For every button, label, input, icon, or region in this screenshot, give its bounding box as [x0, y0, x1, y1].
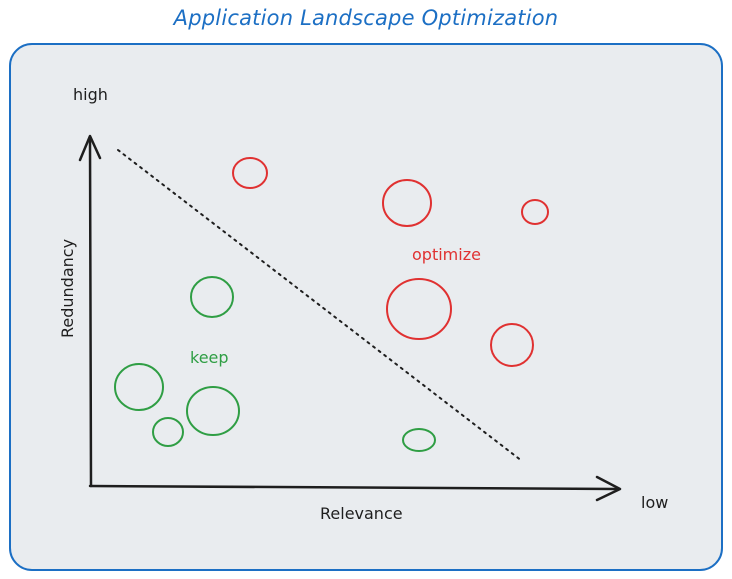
app-circle: [521, 199, 549, 225]
optimize-zone-label: optimize: [412, 245, 481, 264]
app-circle: [402, 428, 436, 452]
app-circle: [382, 179, 432, 227]
app-circle: [232, 157, 268, 189]
diagram-title: Application Landscape Optimization: [173, 6, 559, 30]
app-circle: [114, 363, 164, 411]
optimize-applications: [232, 157, 549, 367]
app-circle: [386, 278, 452, 340]
app-circle: [490, 323, 534, 367]
app-circle: [186, 386, 240, 436]
x-low-label: low: [641, 493, 668, 512]
y-high-label: high: [73, 85, 108, 104]
keep-zone-label: keep: [190, 348, 229, 367]
y-axis-label: Redundancy: [58, 239, 77, 338]
app-circle: [190, 276, 234, 318]
keep-applications: [114, 276, 436, 452]
app-circle: [152, 417, 184, 447]
x-axis-label: Relevance: [320, 504, 403, 523]
x-axis: [88, 475, 622, 502]
y-axis: [78, 134, 102, 488]
diagram-frame: [9, 43, 723, 571]
divider-line: [117, 149, 523, 462]
